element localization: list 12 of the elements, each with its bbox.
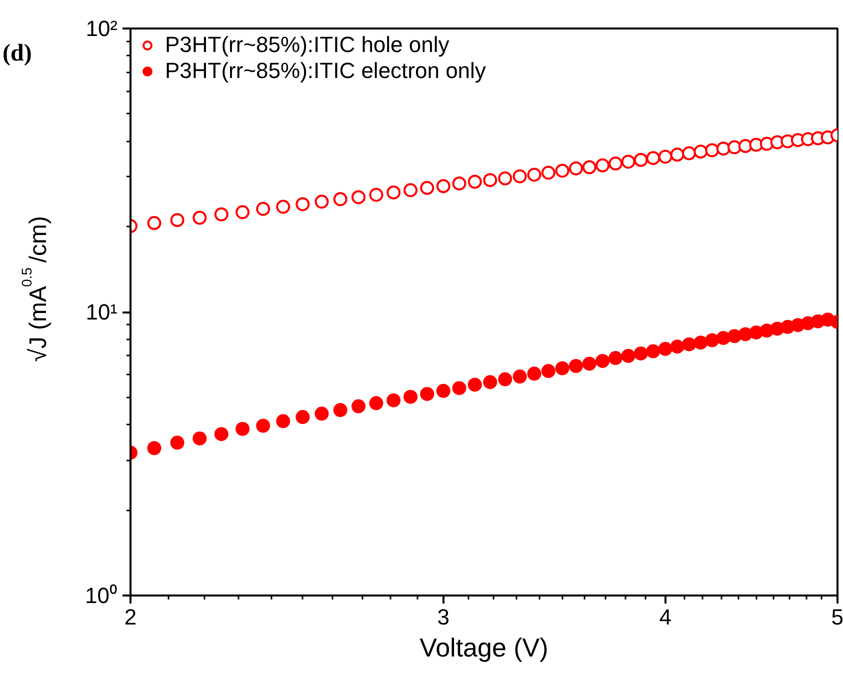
y-axis-title: √J (mA0.5/cm) bbox=[18, 216, 52, 362]
text: (d) bbox=[2, 40, 32, 66]
y-tick-label: 10⁰ bbox=[85, 583, 118, 608]
legend-label: P3HT(rr~85%):ITIC electron only bbox=[165, 58, 486, 84]
x-tick-label: 4 bbox=[659, 604, 672, 630]
y-tick-label: 10² bbox=[86, 16, 118, 41]
y-tick-label: 10¹ bbox=[86, 300, 118, 324]
x-axis-title: Voltage (V) bbox=[420, 632, 548, 662]
x-tick-label: 3 bbox=[437, 604, 450, 630]
x-tick-label: 2 bbox=[124, 604, 137, 630]
x-tick-label: 5 bbox=[831, 604, 843, 630]
legend-label: P3HT(rr~85%):ITIC hole only bbox=[165, 32, 450, 58]
